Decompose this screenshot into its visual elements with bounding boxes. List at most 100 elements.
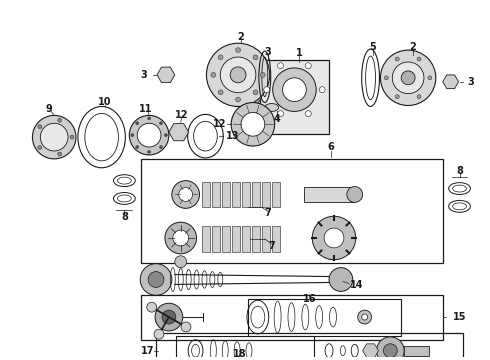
- Circle shape: [260, 72, 265, 77]
- Text: 7: 7: [265, 208, 271, 218]
- Text: 7: 7: [269, 241, 275, 251]
- Ellipse shape: [265, 104, 279, 112]
- Circle shape: [211, 72, 216, 77]
- Text: 17: 17: [141, 346, 155, 356]
- Circle shape: [305, 111, 311, 117]
- Bar: [202, 182, 210, 207]
- Text: 8: 8: [456, 166, 463, 176]
- Circle shape: [218, 55, 223, 60]
- Circle shape: [160, 122, 163, 125]
- Text: 3: 3: [141, 70, 147, 80]
- Bar: [271, 226, 280, 252]
- Circle shape: [329, 267, 353, 291]
- Bar: [222, 226, 230, 252]
- Circle shape: [70, 135, 74, 139]
- Circle shape: [283, 78, 306, 102]
- Circle shape: [140, 264, 172, 295]
- Circle shape: [38, 125, 42, 129]
- Circle shape: [231, 103, 275, 146]
- Bar: [260, 60, 329, 134]
- Circle shape: [129, 116, 169, 155]
- Circle shape: [147, 117, 150, 120]
- Circle shape: [181, 322, 191, 332]
- Circle shape: [32, 116, 76, 159]
- Circle shape: [264, 87, 270, 93]
- Circle shape: [428, 76, 432, 80]
- Bar: [242, 226, 250, 252]
- Bar: [271, 182, 280, 207]
- Text: 8: 8: [121, 212, 128, 222]
- Circle shape: [155, 303, 183, 331]
- Circle shape: [347, 186, 363, 202]
- Circle shape: [137, 123, 161, 147]
- Circle shape: [392, 62, 424, 94]
- Bar: [176, 336, 314, 360]
- Circle shape: [401, 71, 415, 85]
- Bar: [202, 226, 210, 252]
- Circle shape: [172, 181, 199, 208]
- Circle shape: [362, 314, 368, 320]
- Bar: [141, 159, 443, 263]
- Circle shape: [380, 50, 436, 105]
- Bar: [404, 346, 429, 356]
- Text: 4: 4: [273, 114, 280, 124]
- Circle shape: [154, 329, 164, 339]
- Circle shape: [179, 188, 193, 201]
- Circle shape: [236, 97, 241, 102]
- Text: 2: 2: [410, 42, 416, 52]
- Bar: [222, 182, 230, 207]
- Bar: [262, 182, 270, 207]
- Circle shape: [147, 150, 150, 153]
- Circle shape: [278, 111, 284, 117]
- Text: 3: 3: [265, 47, 271, 57]
- Text: 1: 1: [296, 48, 303, 58]
- Text: 14: 14: [350, 280, 364, 291]
- Circle shape: [324, 228, 344, 248]
- Text: 16: 16: [302, 294, 316, 304]
- Circle shape: [395, 57, 399, 61]
- Circle shape: [38, 145, 42, 149]
- Circle shape: [218, 90, 223, 95]
- Text: 12: 12: [175, 111, 189, 120]
- Circle shape: [162, 71, 170, 79]
- Circle shape: [395, 95, 399, 99]
- Circle shape: [305, 63, 311, 69]
- Text: 11: 11: [139, 104, 153, 114]
- Polygon shape: [363, 344, 378, 357]
- Circle shape: [58, 118, 62, 122]
- Bar: [248, 299, 401, 336]
- Circle shape: [312, 216, 356, 260]
- Bar: [262, 226, 270, 252]
- Text: 12: 12: [213, 119, 226, 129]
- Circle shape: [447, 78, 454, 85]
- Circle shape: [131, 134, 134, 137]
- Bar: [141, 295, 443, 340]
- Bar: [242, 182, 250, 207]
- Bar: [232, 182, 240, 207]
- Circle shape: [136, 122, 139, 125]
- Circle shape: [236, 48, 241, 53]
- Circle shape: [319, 87, 325, 93]
- Circle shape: [384, 76, 389, 80]
- Text: 13: 13: [226, 131, 240, 141]
- Circle shape: [147, 302, 157, 312]
- Text: 3: 3: [467, 77, 474, 87]
- Text: 2: 2: [238, 32, 245, 42]
- Circle shape: [206, 43, 270, 107]
- Circle shape: [162, 310, 176, 324]
- Circle shape: [173, 230, 189, 246]
- Circle shape: [40, 123, 68, 151]
- Circle shape: [160, 145, 163, 149]
- Polygon shape: [169, 123, 189, 141]
- Circle shape: [253, 55, 258, 60]
- Circle shape: [175, 256, 187, 267]
- Bar: [212, 226, 220, 252]
- Circle shape: [165, 222, 196, 254]
- Text: 6: 6: [328, 142, 334, 152]
- Bar: [304, 186, 354, 202]
- Bar: [156, 333, 463, 360]
- Bar: [212, 182, 220, 207]
- Circle shape: [242, 85, 262, 104]
- Text: 9: 9: [46, 104, 52, 114]
- Circle shape: [358, 310, 371, 324]
